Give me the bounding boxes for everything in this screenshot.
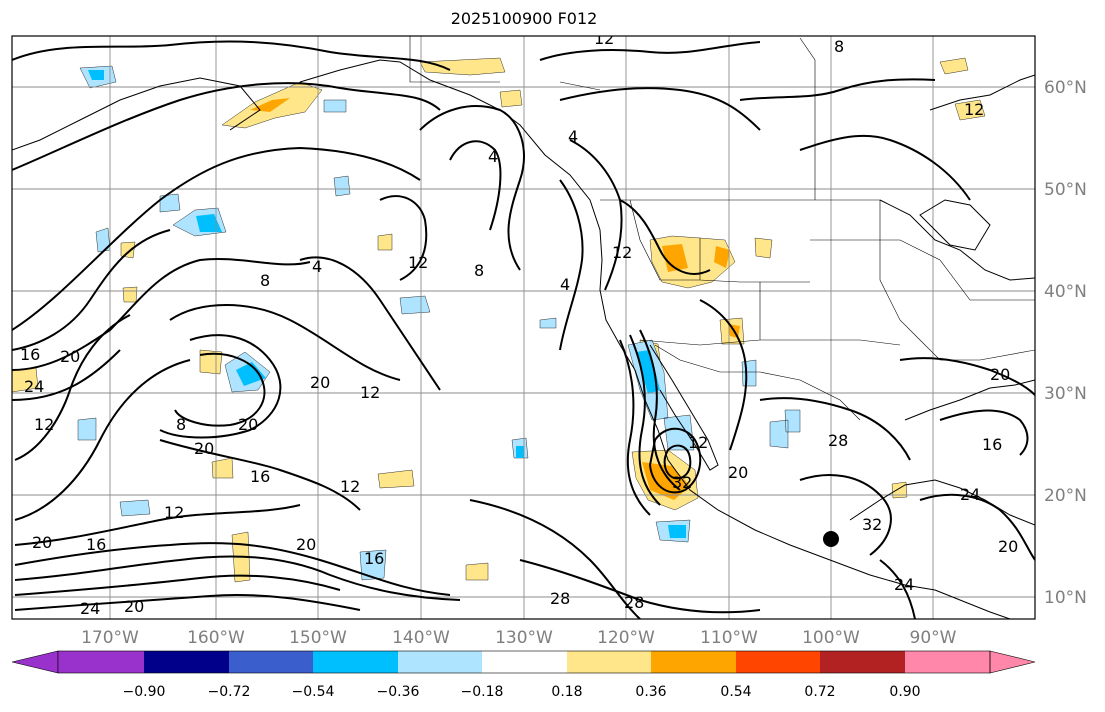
contour-label: 4 — [560, 275, 570, 294]
contour-label: 12 — [340, 477, 360, 496]
colorbar-tick-label: 0.54 — [720, 684, 751, 700]
positive-shading — [12, 57, 986, 583]
colorbar-segment — [736, 651, 820, 673]
contour-label: 4 — [312, 257, 322, 276]
contour-label: 32 — [672, 473, 692, 492]
contour-label: 12 — [360, 383, 380, 402]
contour-label: 12 — [164, 503, 184, 522]
map-title: 2025100900 F012 — [450, 9, 598, 28]
lon-label: 160°W — [187, 628, 245, 648]
colorbar-segment — [567, 651, 651, 673]
longitude-labels: 170°W 160°W 150°W 140°W 130°W 120°W 110°… — [81, 628, 957, 648]
contour-label: 12 — [964, 100, 984, 119]
lon-label: 90°W — [910, 628, 957, 648]
contour-label: 16 — [86, 535, 106, 554]
colorbar-tick-label: −0.54 — [292, 684, 335, 700]
lon-label: 140°W — [392, 628, 450, 648]
contour-label: 20 — [194, 439, 214, 458]
colorbar-tick-label: −0.90 — [123, 684, 166, 700]
contour-label: 16 — [364, 549, 384, 568]
colorbar-segment — [482, 651, 567, 673]
contour-label: 24 — [24, 377, 44, 396]
contour-label: 8 — [176, 415, 186, 434]
graticule — [12, 36, 1035, 619]
contour-label: 8 — [834, 37, 844, 56]
colorbar-tick-label: −0.72 — [208, 684, 251, 700]
contour-label: 4 — [488, 147, 498, 166]
lat-label: 30°N — [1044, 384, 1087, 404]
contour-label: 16 — [250, 467, 270, 486]
contour-label: 20 — [60, 347, 80, 366]
contour-label: 20 — [238, 415, 258, 434]
contour-label: 24 — [894, 575, 914, 594]
negative-shading — [77, 65, 801, 581]
contour-label: 20 — [124, 597, 144, 616]
lat-label: 10°N — [1044, 588, 1087, 608]
lat-label: 50°N — [1044, 180, 1087, 200]
contour-label: 16 — [982, 435, 1002, 454]
colorbar-segment — [820, 651, 905, 673]
colorbar-tick-label: 0.18 — [551, 684, 582, 700]
political-borders — [409, 36, 1035, 421]
contour-label: 24 — [80, 599, 100, 618]
colorbar: −0.90 −0.72 −0.54 −0.36 −0.18 0.18 0.36 … — [11, 650, 1036, 700]
lat-label: 40°N — [1044, 282, 1087, 302]
lon-label: 130°W — [495, 628, 553, 648]
contour-label: 8 — [474, 261, 484, 280]
contour-label: 12 — [408, 253, 428, 272]
lat-label: 60°N — [1044, 78, 1087, 98]
contour-label: 16 — [20, 345, 40, 364]
colorbar-low-extension — [11, 650, 59, 674]
lon-label: 100°W — [802, 628, 860, 648]
contour-label: 12 — [688, 433, 708, 452]
colorbar-segment — [905, 651, 990, 673]
contour-label: 20 — [32, 533, 52, 552]
lon-label: 120°W — [597, 628, 655, 648]
colorbar-ticks: −0.90 −0.72 −0.54 −0.36 −0.18 0.18 0.36 … — [123, 684, 921, 700]
contour-label: 12 — [612, 243, 632, 262]
colorbar-tick-label: 0.72 — [804, 684, 835, 700]
contour-label: 20 — [296, 535, 316, 554]
shading-layer — [12, 57, 986, 583]
contour-label: 24 — [960, 485, 980, 504]
contour-label: 4 — [568, 127, 578, 146]
colorbar-segment — [313, 651, 398, 673]
contour-label: 8 — [260, 271, 270, 290]
lat-label: 20°N — [1044, 486, 1087, 506]
lon-label: 150°W — [289, 628, 347, 648]
colorbar-segment — [144, 651, 229, 673]
colorbar-segment — [58, 651, 144, 673]
colorbar-tick-label: 0.90 — [889, 684, 920, 700]
location-marker — [823, 531, 839, 547]
colorbar-tick-label: −0.18 — [461, 684, 504, 700]
contour-label: 12 — [594, 29, 614, 48]
contour-label: 20 — [998, 537, 1018, 556]
latitude-labels: 60°N 50°N 40°N 30°N 20°N 10°N — [1044, 78, 1087, 608]
contour-label: 28 — [550, 589, 570, 608]
colorbar-segment — [229, 651, 313, 673]
colorbar-high-extension — [989, 650, 1036, 674]
colorbar-tick-label: −0.36 — [377, 684, 420, 700]
colorbar-segment — [398, 651, 482, 673]
lon-label: 110°W — [700, 628, 758, 648]
contour-lines — [12, 40, 1035, 619]
colorbar-segment — [651, 651, 736, 673]
contour-label: 20 — [728, 463, 748, 482]
negative-core — [88, 70, 686, 538]
contour-label: 32 — [862, 515, 882, 534]
colorbar-tick-label: 0.36 — [635, 684, 666, 700]
contour-label: 20 — [310, 373, 330, 392]
contour-label: 12 — [34, 415, 54, 434]
contour-labels: 12 8 4 12 4 4 12 8 8 12 4 16 20 24 12 8 … — [20, 29, 1018, 618]
contour-label: 28 — [624, 593, 644, 612]
lon-label: 170°W — [81, 628, 139, 648]
contour-label: 28 — [828, 431, 848, 450]
map-frame — [11, 35, 1036, 620]
contour-label: 20 — [990, 365, 1010, 384]
